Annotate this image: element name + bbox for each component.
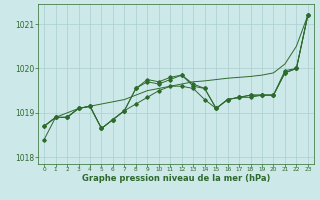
X-axis label: Graphe pression niveau de la mer (hPa): Graphe pression niveau de la mer (hPa) xyxy=(82,174,270,183)
